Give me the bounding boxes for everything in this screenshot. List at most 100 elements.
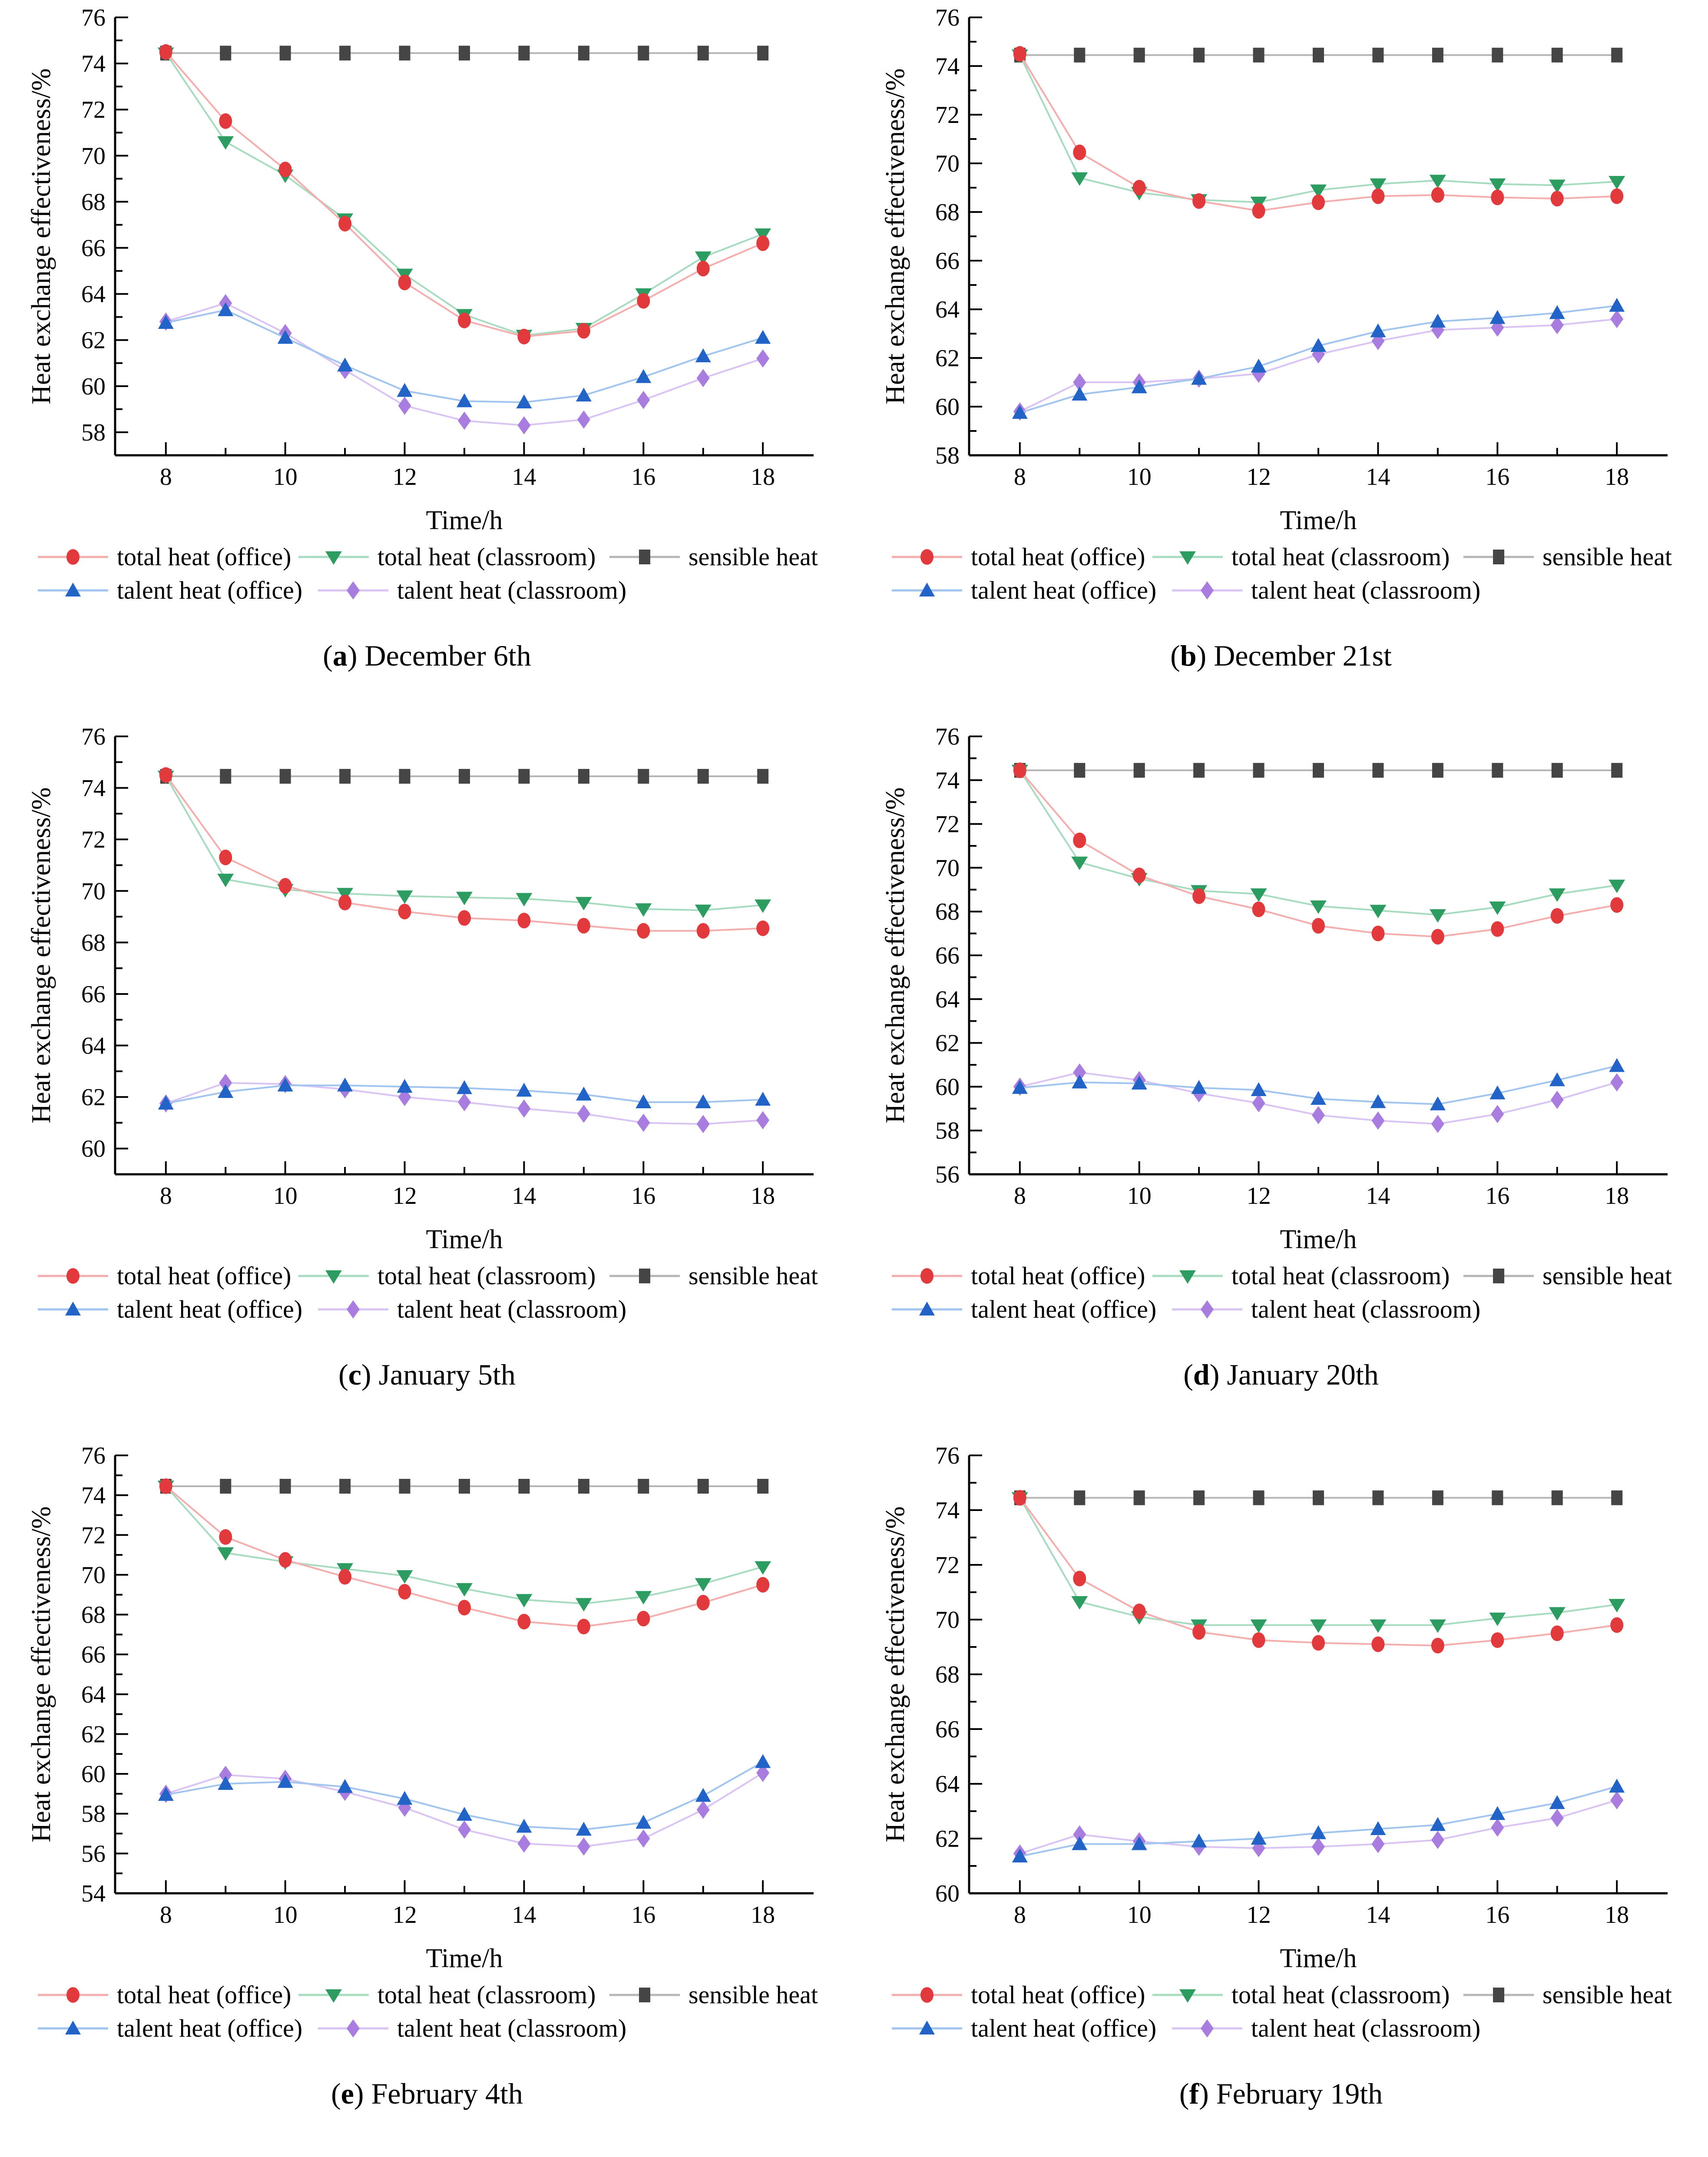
legend-item: talent heat (classroom) <box>316 576 651 605</box>
series-1-point <box>1489 178 1506 192</box>
x-tick-label: 12 <box>1247 1902 1271 1928</box>
series-0-point <box>637 1610 650 1627</box>
x-tick-label: 12 <box>393 1902 417 1928</box>
series-3-point <box>397 383 413 397</box>
series-0-point <box>398 275 411 291</box>
y-tick-label: 56 <box>81 1840 106 1867</box>
series-3-point <box>397 1079 413 1093</box>
legend-label: sensible heat <box>688 1262 818 1290</box>
legend-label: talent heat (classroom) <box>397 2014 627 2042</box>
circle-legend-icon <box>38 1987 108 2003</box>
series-1-point <box>1370 905 1387 918</box>
panel-caption: (d) January 20th <box>1183 1358 1379 1391</box>
y-tick-label: 66 <box>935 248 960 275</box>
chart-legend: total heat (office) total heat (classroom… <box>36 1980 818 2043</box>
y-tick-label: 64 <box>81 1033 106 1060</box>
series-2-point <box>220 769 232 784</box>
y-tick-label: 72 <box>935 102 960 129</box>
legend-label: talent heat (classroom) <box>1251 2014 1481 2042</box>
series-2-point <box>1133 47 1145 63</box>
series-3-point <box>158 315 174 329</box>
series-3-point <box>218 302 234 316</box>
diamond-legend-icon <box>318 2019 388 2038</box>
series-4-point <box>1371 1111 1385 1130</box>
y-tick-label: 72 <box>935 1552 960 1579</box>
series-4-point <box>1491 1105 1504 1123</box>
series-3-point <box>337 1779 353 1793</box>
series-0-point <box>1192 888 1206 904</box>
legend-marker <box>325 1270 342 1284</box>
series-3-point <box>516 394 532 408</box>
series-0-point <box>1371 188 1385 204</box>
series-line-0 <box>165 774 763 932</box>
legend-item: talent heat (classroom) <box>316 2014 651 2043</box>
series-0-point <box>1312 1635 1325 1651</box>
series-1-point <box>1370 1619 1387 1633</box>
series-3-point <box>1311 338 1326 352</box>
series-1-point <box>217 874 234 888</box>
series-2-point <box>279 46 291 61</box>
series-1-point <box>575 1598 592 1612</box>
legend-label: total heat (office) <box>117 543 291 571</box>
series-1-point <box>755 899 771 913</box>
circle-legend-icon <box>38 549 108 565</box>
series-0-point <box>1550 1625 1564 1641</box>
series-0-point <box>1132 180 1146 195</box>
legend-item: talent heat (classroom) <box>1170 1295 1505 1324</box>
x-axis-title: Time/h <box>426 1225 503 1254</box>
series-0-point <box>1252 1632 1265 1648</box>
x-tick-label: 14 <box>1366 1183 1390 1209</box>
x-tick-label: 8 <box>160 464 172 490</box>
y-tick-label: 72 <box>81 96 106 123</box>
series-0-point <box>1491 189 1504 205</box>
series-3-point <box>636 1815 652 1829</box>
series-3-point <box>457 393 472 408</box>
legend-marker <box>1493 549 1505 564</box>
series-3-point <box>695 348 711 362</box>
x-axis-title: Time/h <box>426 1944 503 1973</box>
triangle-up-legend-icon <box>892 2020 962 2034</box>
series-1-point <box>1429 175 1446 189</box>
series-3-point <box>457 1807 472 1821</box>
series-4-point <box>577 1837 590 1856</box>
x-tick-label: 8 <box>1014 1183 1026 1209</box>
y-tick-label: 64 <box>935 986 960 1013</box>
series-3-point <box>576 388 592 402</box>
series-2-point <box>1492 47 1503 63</box>
y-tick-label: 76 <box>81 1442 106 1469</box>
y-tick-label: 60 <box>935 1074 960 1100</box>
series-4-point <box>637 391 650 409</box>
x-tick-label: 16 <box>631 464 655 490</box>
y-tick-label: 66 <box>81 981 106 1008</box>
legend-marker <box>1179 1270 1196 1284</box>
series-2-point <box>1253 1490 1264 1505</box>
series-4-point <box>756 1763 770 1782</box>
x-tick-label: 12 <box>393 464 417 490</box>
legend-marker <box>1201 1300 1214 1319</box>
panel-d: 8 10 12 14 16 18 56 58 60 62 64 66 68 70 72 74 76 Time/h H… <box>854 719 1708 1438</box>
series-3-point <box>1251 1831 1267 1845</box>
y-tick-label: 74 <box>935 53 960 80</box>
legend-label: talent heat (office) <box>117 1295 303 1323</box>
series-0-point <box>637 293 650 309</box>
series-0-point <box>159 44 172 60</box>
triangle-up-legend-icon <box>38 582 108 596</box>
series-4-point <box>637 1829 650 1848</box>
series-0-point <box>1371 1636 1385 1652</box>
square-legend-icon <box>1463 1987 1534 2002</box>
caption-text: February 4th <box>371 2077 523 2110</box>
series-3-point <box>1430 1817 1446 1831</box>
legend-marker <box>66 1987 79 2003</box>
x-tick-label: 10 <box>1127 1902 1152 1928</box>
series-3-point <box>1012 405 1028 419</box>
series-0-point <box>1073 832 1086 848</box>
series-1-point <box>516 1594 533 1608</box>
square-legend-icon <box>609 1987 680 2002</box>
y-tick-label: 76 <box>935 723 960 750</box>
series-0-point <box>756 1577 770 1593</box>
legend-marker <box>1179 551 1196 565</box>
legend-marker <box>325 551 342 565</box>
legend-item: talent heat (office) <box>890 2014 1170 2043</box>
y-tick-label: 72 <box>81 826 106 853</box>
series-0-point <box>1132 868 1146 884</box>
